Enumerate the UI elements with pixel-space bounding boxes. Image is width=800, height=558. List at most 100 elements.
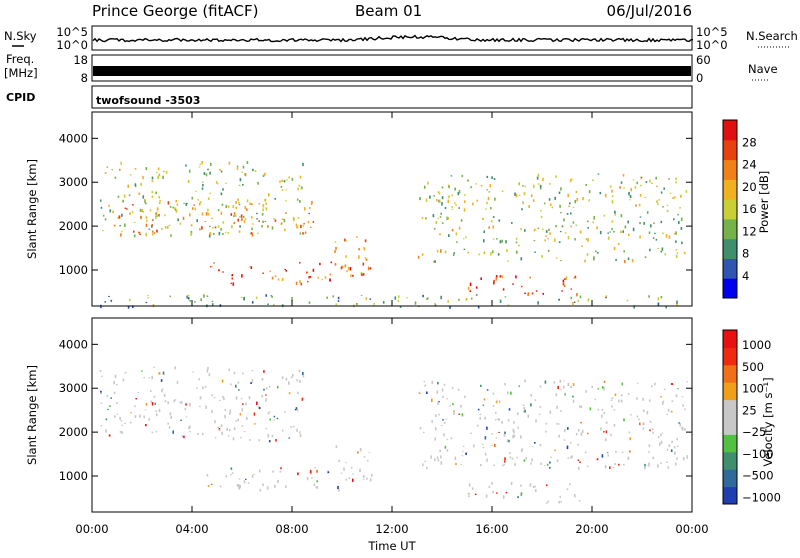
nave-tick-bottom: 0 — [696, 71, 703, 85]
power-cbar-frame — [722, 119, 738, 299]
velocity-region-2 — [335, 445, 373, 482]
power-cbar-swatch — [723, 179, 737, 200]
power-cbar-tick-label: 8 — [742, 247, 749, 261]
power-cbar-label: Power [dB] — [757, 171, 771, 234]
beam-title: Beam 01 — [355, 2, 422, 20]
velocity-cbar-tick-label: 25 — [742, 403, 757, 417]
velocity-region-0 — [99, 366, 305, 443]
power-ytick-label: 1000 — [59, 263, 88, 277]
velocity-cbar-tick-label: 100 — [742, 382, 764, 396]
nsearch-label: N.Search — [746, 29, 798, 43]
velocity-ytick-label: 2000 — [59, 425, 88, 439]
velocity-cbar-swatch — [723, 330, 737, 348]
power-cbar-swatch — [723, 218, 737, 240]
power-cbar-tick-label: 4 — [742, 269, 749, 283]
power-cbar-tick-label: 24 — [742, 158, 757, 172]
velocity-cbar-tick-label: −1000 — [742, 490, 781, 504]
velocity-cbar-swatch — [723, 469, 737, 488]
freq-tick-top: 18 — [73, 53, 88, 67]
power-ytick-label: 2000 — [59, 219, 88, 233]
freq-tick-bottom: 8 — [81, 71, 88, 85]
velocity-ytick-label: 1000 — [59, 469, 88, 483]
power-region-3 — [334, 236, 372, 278]
velocity-region-1 — [206, 467, 340, 492]
velocity-cbar-label: Velocity [m s⁻¹] — [761, 377, 775, 466]
power-cbar-swatch — [723, 159, 737, 180]
power-cbar-tick-label: 20 — [742, 180, 757, 194]
power-ylabel: Slant Range [km] — [25, 159, 39, 259]
nsky-label: N.Sky — [4, 29, 37, 43]
velocity-region-4 — [467, 481, 581, 504]
nave-label: Nave — [748, 62, 778, 76]
velocity-y-axis: 1000 2000 3000 4000 — [59, 337, 692, 483]
velocity-data — [99, 366, 688, 504]
velocity-cbar-swatch — [723, 347, 737, 366]
velocity-cbar-swatch — [723, 399, 737, 418]
time-tick-label: 20:00 — [575, 522, 608, 536]
power-cbar-swatch — [723, 120, 737, 141]
time-tick-label: 08:00 — [275, 522, 308, 536]
velocity-ylabel: Slant Range [km] — [25, 365, 39, 465]
time-tick-label: 04:00 — [175, 522, 208, 536]
power-ytick-label: 3000 — [59, 175, 88, 189]
velocity-cbar-tick-label: 500 — [742, 360, 764, 374]
power-cbar-swatch — [723, 199, 737, 220]
velocity-cbar-tick-label: −500 — [742, 469, 774, 483]
power-cbar-swatch — [723, 139, 737, 161]
nsky-panel — [91, 25, 693, 51]
time-x-axis: 00:00 04:00 08:00 12:00 16:00 20:00 00:00 — [75, 112, 709, 536]
power-cbar-tick-label: 12 — [742, 224, 757, 238]
freq-band — [93, 66, 691, 76]
nsky-tick-bottom: 10^0 — [56, 38, 88, 52]
cpid-panel — [91, 85, 693, 109]
time-xlabel: Time UT — [367, 539, 416, 553]
velocity-cbar-tick-label: 1000 — [742, 338, 771, 352]
cpid-label: CPID — [6, 91, 35, 104]
velocity-cbar-tick-label: −100 — [742, 447, 774, 461]
power-ytick-label: 4000 — [59, 131, 88, 145]
nsky-trace — [92, 34, 694, 43]
cpid-value: twofsound -3503 — [96, 94, 200, 107]
date-title: 06/Jul/2016 — [607, 2, 692, 20]
power-cbar-swatch — [723, 238, 737, 259]
freq-label-line1: Freq. — [6, 52, 34, 66]
power-data — [99, 161, 688, 309]
nsky-tick-top: 10^5 — [56, 25, 88, 39]
power-colorbar: 4 8 12 16 20 24 28 — [722, 119, 757, 299]
power-region-4 — [417, 173, 688, 264]
nsearch-tick-top: 10^5 — [696, 25, 728, 39]
velocity-colorbar: 1000 500 100 25 −25 −100 −500 −1000 — [722, 329, 781, 505]
velocity-cbar-swatch — [723, 451, 737, 470]
velocity-ytick-label: 3000 — [59, 381, 88, 395]
time-tick-label: 16:00 — [475, 522, 508, 536]
power-cbar-swatch — [723, 278, 737, 299]
power-region-2 — [209, 261, 354, 286]
freq-panel — [91, 54, 693, 82]
power-y-axis: 1000 2000 3000 4000 — [59, 131, 692, 277]
velocity-cbar-tick-label: −25 — [742, 425, 766, 439]
power-region-1 — [118, 201, 315, 237]
nsearch-tick-bottom: 10^0 — [696, 38, 728, 52]
velocity-cbar-frame — [722, 329, 738, 505]
power-region-5 — [467, 275, 578, 297]
velocity-cbar-swatch — [723, 364, 737, 383]
power-cbar-swatch — [723, 258, 737, 279]
power-cbar-tick-label: 28 — [742, 135, 757, 149]
station-title: Prince George (fitACF) — [92, 2, 258, 20]
velocity-ytick-label: 4000 — [59, 337, 88, 351]
power-region-0 — [99, 161, 304, 238]
time-tick-label: 12:00 — [375, 522, 408, 536]
velocity-cbar-swatch — [723, 417, 737, 435]
nave-tick-top: 60 — [696, 53, 711, 67]
freq-label-line2: [MHz] — [4, 66, 38, 80]
time-tick-label: 00:00 — [75, 522, 108, 536]
velocity-region-3 — [418, 379, 688, 470]
velocity-cbar-swatch — [723, 486, 737, 505]
time-tick-label: 00:00 — [675, 522, 708, 536]
power-panel — [91, 111, 693, 307]
velocity-cbar-swatch — [723, 382, 737, 401]
power-region-6 — [100, 294, 678, 309]
power-cbar-tick-label: 16 — [742, 202, 757, 216]
velocity-cbar-swatch — [723, 434, 737, 453]
